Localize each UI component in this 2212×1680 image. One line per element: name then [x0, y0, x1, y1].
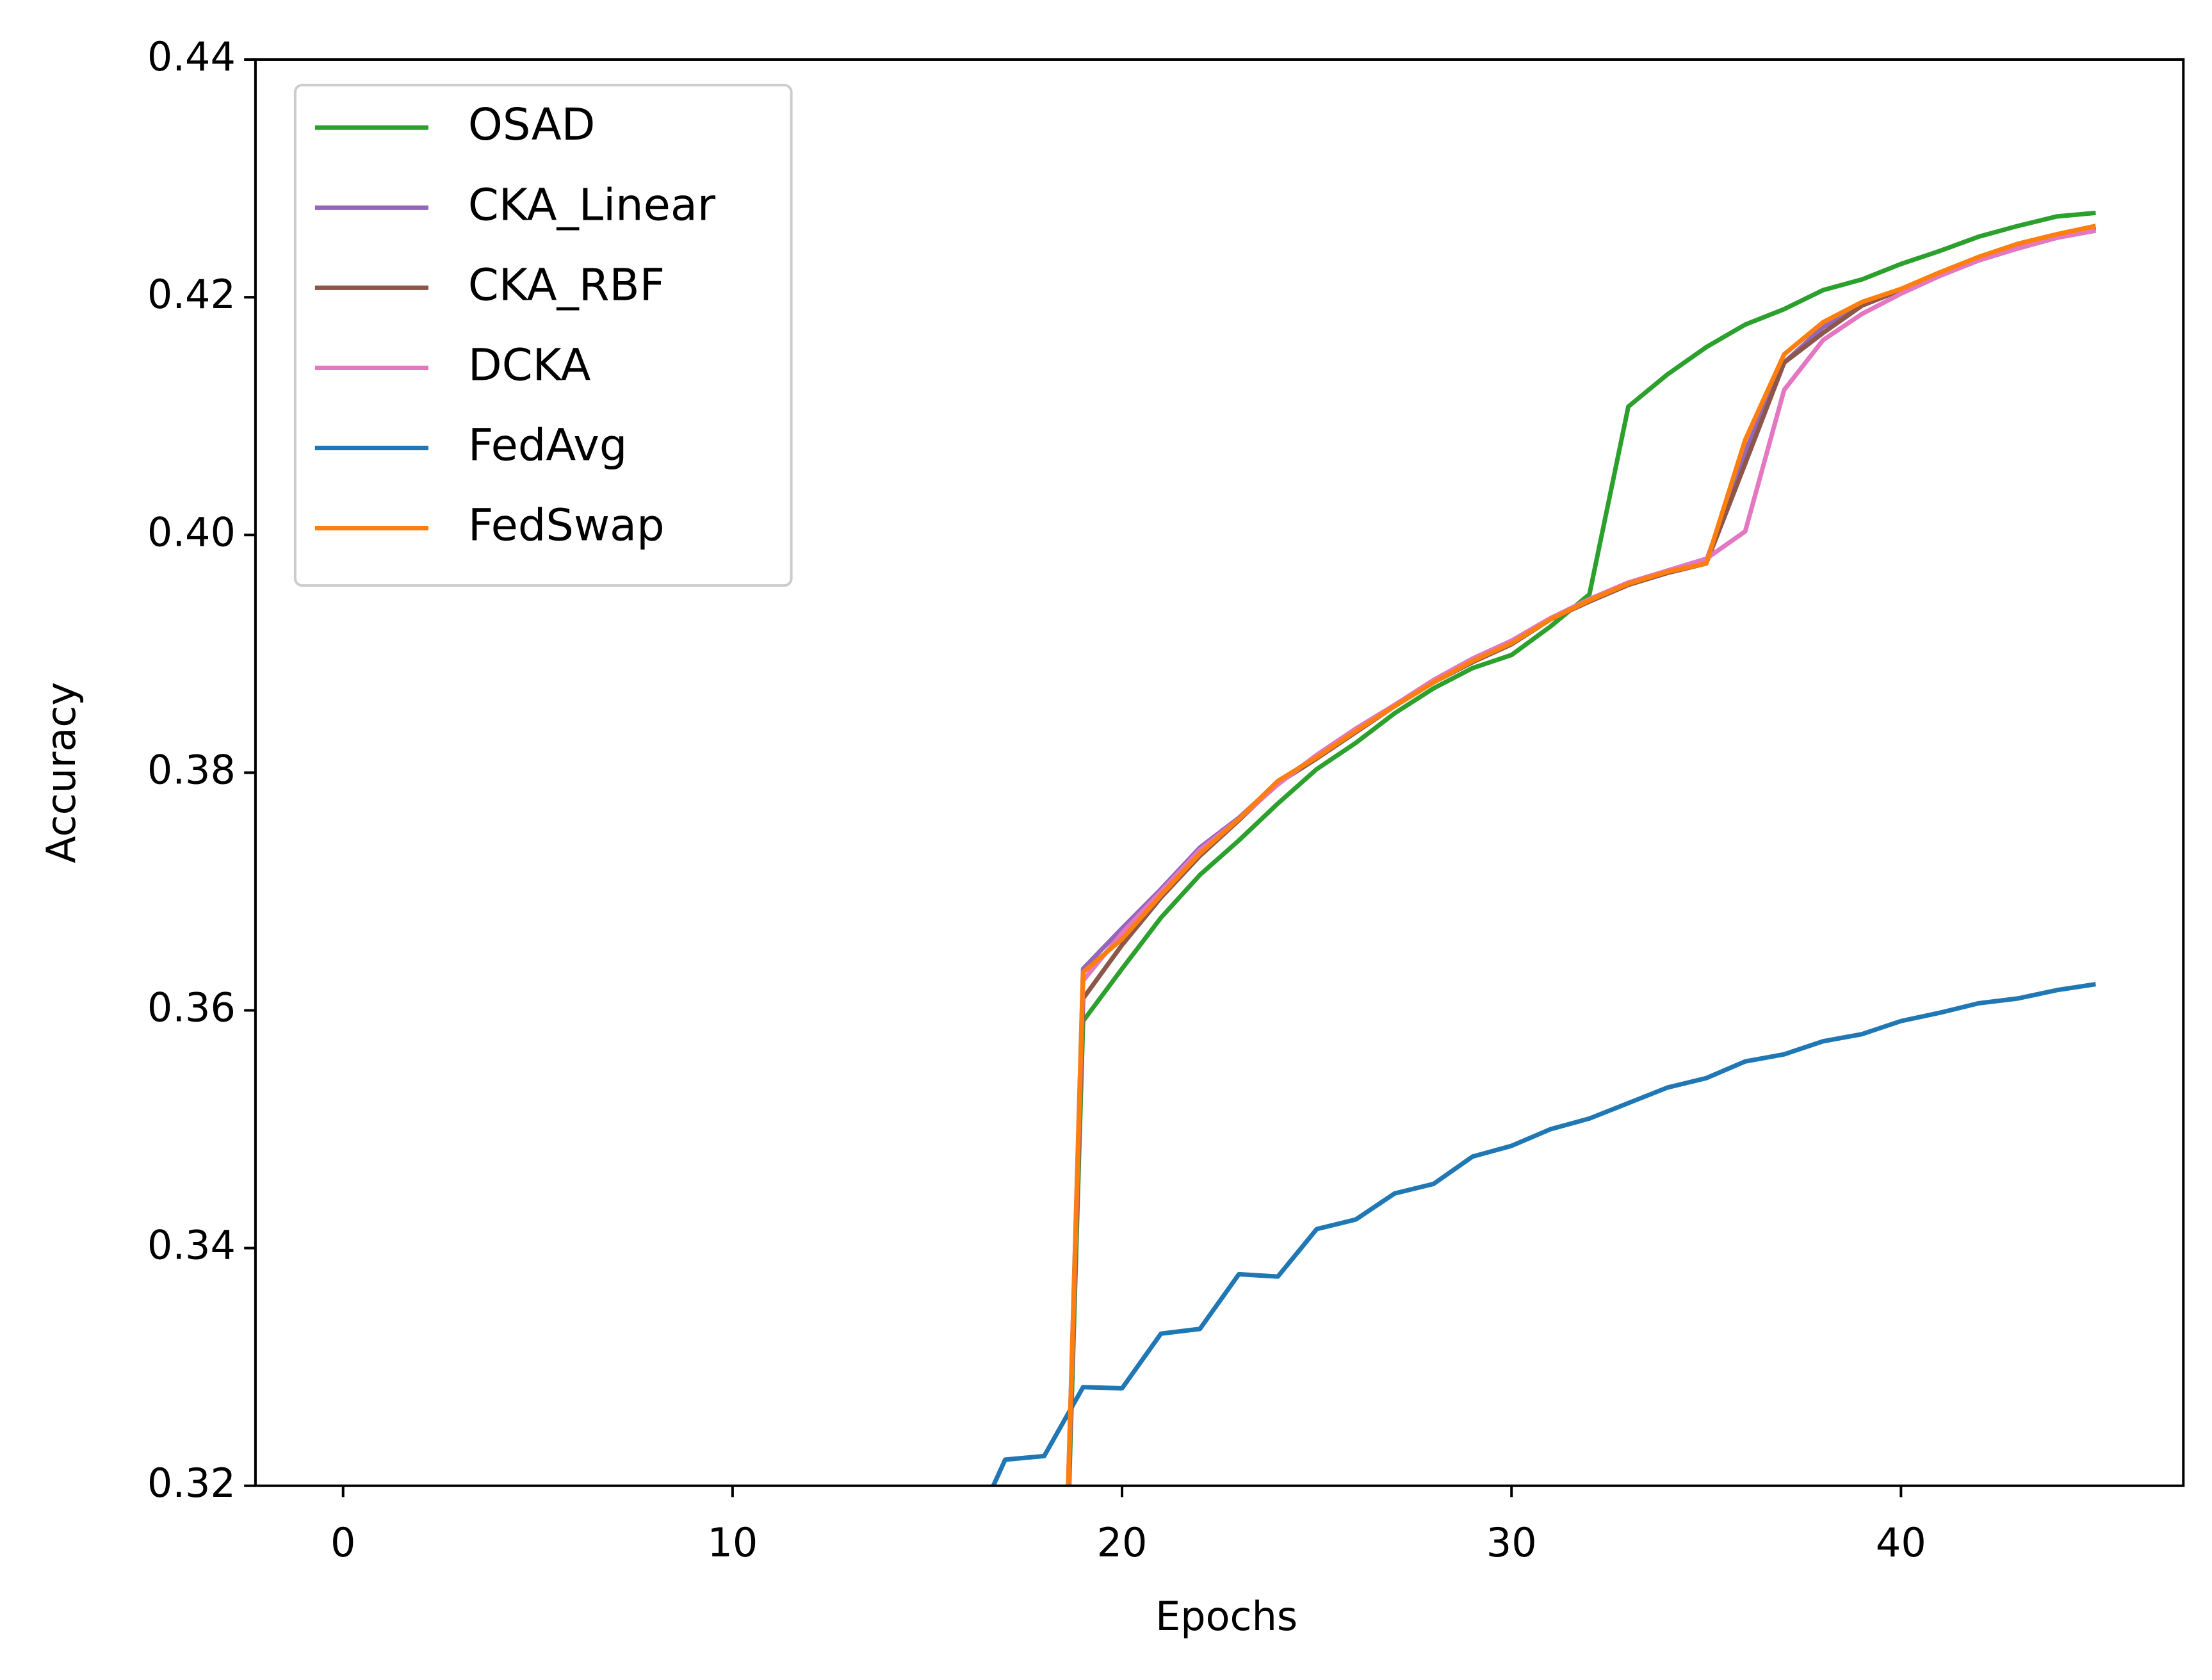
x-tick-label: 20: [1097, 1519, 1148, 1566]
legend-label: FedSwap: [468, 500, 665, 551]
x-tick-label: 30: [1486, 1519, 1537, 1566]
x-tick-label: 10: [707, 1519, 758, 1566]
legend-label: FedAvg: [468, 420, 628, 471]
y-tick-label: 0.34: [147, 1222, 236, 1269]
y-tick-label: 0.38: [147, 746, 236, 793]
data-line: [991, 982, 2096, 1486]
legend-label: DCKA: [468, 339, 591, 391]
y-axis-label: Accuracy: [38, 682, 85, 863]
legend-label: OSAD: [468, 99, 596, 151]
data-line: [1066, 224, 2097, 1486]
x-tick-label: 40: [1876, 1519, 1926, 1566]
y-tick-label: 0.36: [147, 984, 236, 1031]
x-tick-label: 0: [330, 1519, 355, 1566]
y-tick-label: 0.42: [147, 271, 236, 318]
legend-label: CKA_RBF: [468, 259, 665, 311]
plot-area: [991, 210, 2097, 1486]
x-axis-label: Epochs: [1155, 1593, 1297, 1640]
y-tick-label: 0.32: [147, 1460, 236, 1506]
y-tick-label: 0.40: [147, 509, 236, 555]
y-tick-label: 0.44: [147, 33, 236, 80]
legend-box: [293, 83, 793, 587]
legend-label: CKA_Linear: [468, 179, 716, 231]
